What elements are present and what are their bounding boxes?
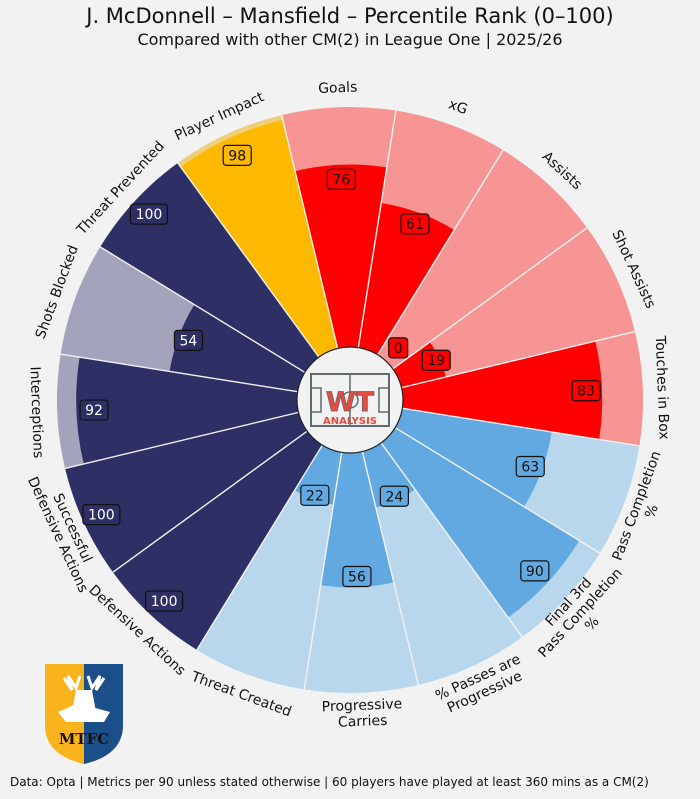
value-badge-successful-defensive-actions xyxy=(82,504,121,526)
category-label-interceptions: Interceptions xyxy=(26,366,46,458)
chart-subtitle: Compared with other CM(2) in League One … xyxy=(137,30,563,49)
value-badge-threat-prevented xyxy=(129,203,169,225)
wedge-divider xyxy=(392,227,588,370)
chart-title: J. McDonnell – Mansfield – Percentile Ra… xyxy=(86,4,614,28)
value-label-progressive-carries: 56 xyxy=(348,570,366,586)
value-label-interceptions: 92 xyxy=(85,403,103,419)
bar-successful-defensive-actions xyxy=(65,412,308,573)
value-label-player-impact: 98 xyxy=(228,148,246,164)
bar-xg xyxy=(358,203,455,355)
value-label-defensive-actions: 100 xyxy=(151,594,178,610)
category-label-goals: Goals xyxy=(318,79,358,97)
wedge-divider xyxy=(177,162,320,358)
value-badge-touches-in-box xyxy=(571,380,601,402)
value-label-successful-defensive-actions: 100 xyxy=(88,508,115,524)
value-badge-threat-created xyxy=(300,484,330,506)
value-label-assists: 0 xyxy=(394,341,403,357)
wedge-divider xyxy=(112,430,308,573)
wedge-divider xyxy=(64,411,299,470)
center-logo-analysis: ANALYSIS xyxy=(323,416,377,427)
value-badge-final-3rd-pass-completion xyxy=(520,560,550,582)
club-crest: MTFC xyxy=(45,664,123,764)
bar-player-impact xyxy=(180,119,338,358)
wedge-divider xyxy=(280,114,339,349)
value-label-final-3rd-pass-completion: 90 xyxy=(526,564,544,580)
background-wedge-shot-assists xyxy=(392,227,635,388)
wedge-divider xyxy=(361,451,420,686)
wedge-divider xyxy=(377,149,504,356)
bar-pass-completion xyxy=(395,408,552,507)
wedge-divider xyxy=(99,246,306,373)
value-badge-assists xyxy=(388,337,409,359)
wedge-divider xyxy=(402,407,640,447)
value-badge-goals xyxy=(326,168,356,190)
wedge-divider xyxy=(303,452,343,690)
center-logo: WT ANALYSIS xyxy=(296,346,404,454)
value-label-goals: 76 xyxy=(332,172,350,188)
value-badge-interceptions xyxy=(79,399,109,421)
bar-goals xyxy=(295,164,387,349)
bar-progressive-carries xyxy=(320,451,394,588)
club-crest-letters: MTFC xyxy=(59,730,109,748)
value-badge-progressive-carries xyxy=(342,565,372,588)
value-label-threat-prevented: 100 xyxy=(136,207,163,223)
value-label-passes-are-progressive: 24 xyxy=(385,489,403,505)
value-label-touches-in-box: 83 xyxy=(577,384,595,400)
wedge-divider xyxy=(380,442,523,638)
wedge-divider xyxy=(394,427,601,554)
value-badge-player-impact xyxy=(222,144,252,166)
bar-shots-blocked xyxy=(169,304,305,392)
wedge-divider xyxy=(357,110,397,348)
wedge-divider xyxy=(60,353,298,393)
value-badge-pass-completion xyxy=(515,455,545,478)
value-label-shot-assists: 19 xyxy=(427,353,445,369)
category-label-touches-in-box: Touches in Box xyxy=(652,335,672,440)
value-badge-shot-assists xyxy=(421,349,451,371)
wedge-divider xyxy=(196,444,323,651)
bar-touches-in-box xyxy=(401,341,603,440)
category-label-progressive-carries: ProgressiveCarries xyxy=(321,696,403,731)
wedge-divider xyxy=(401,330,636,389)
bar-interceptions xyxy=(76,357,299,464)
value-label-pass-completion: 63 xyxy=(521,459,539,475)
value-badge-xg xyxy=(400,213,430,235)
category-label-xg: xG xyxy=(446,96,469,118)
background-wedge-threat-created xyxy=(196,445,342,690)
value-badge-defensive-actions xyxy=(145,590,184,612)
value-label-xg: 61 xyxy=(406,217,424,233)
value-badge-shots-blocked xyxy=(173,329,204,351)
value-label-shots-blocked: 54 xyxy=(179,333,197,349)
background-wedge-assists xyxy=(377,150,588,369)
value-badge-passes-are-progressive xyxy=(379,485,409,507)
center-logo-wt: WT xyxy=(326,387,375,418)
footer-note: Data: Opta | Metrics per 90 unless state… xyxy=(10,775,649,789)
value-label-threat-created: 22 xyxy=(306,488,324,504)
